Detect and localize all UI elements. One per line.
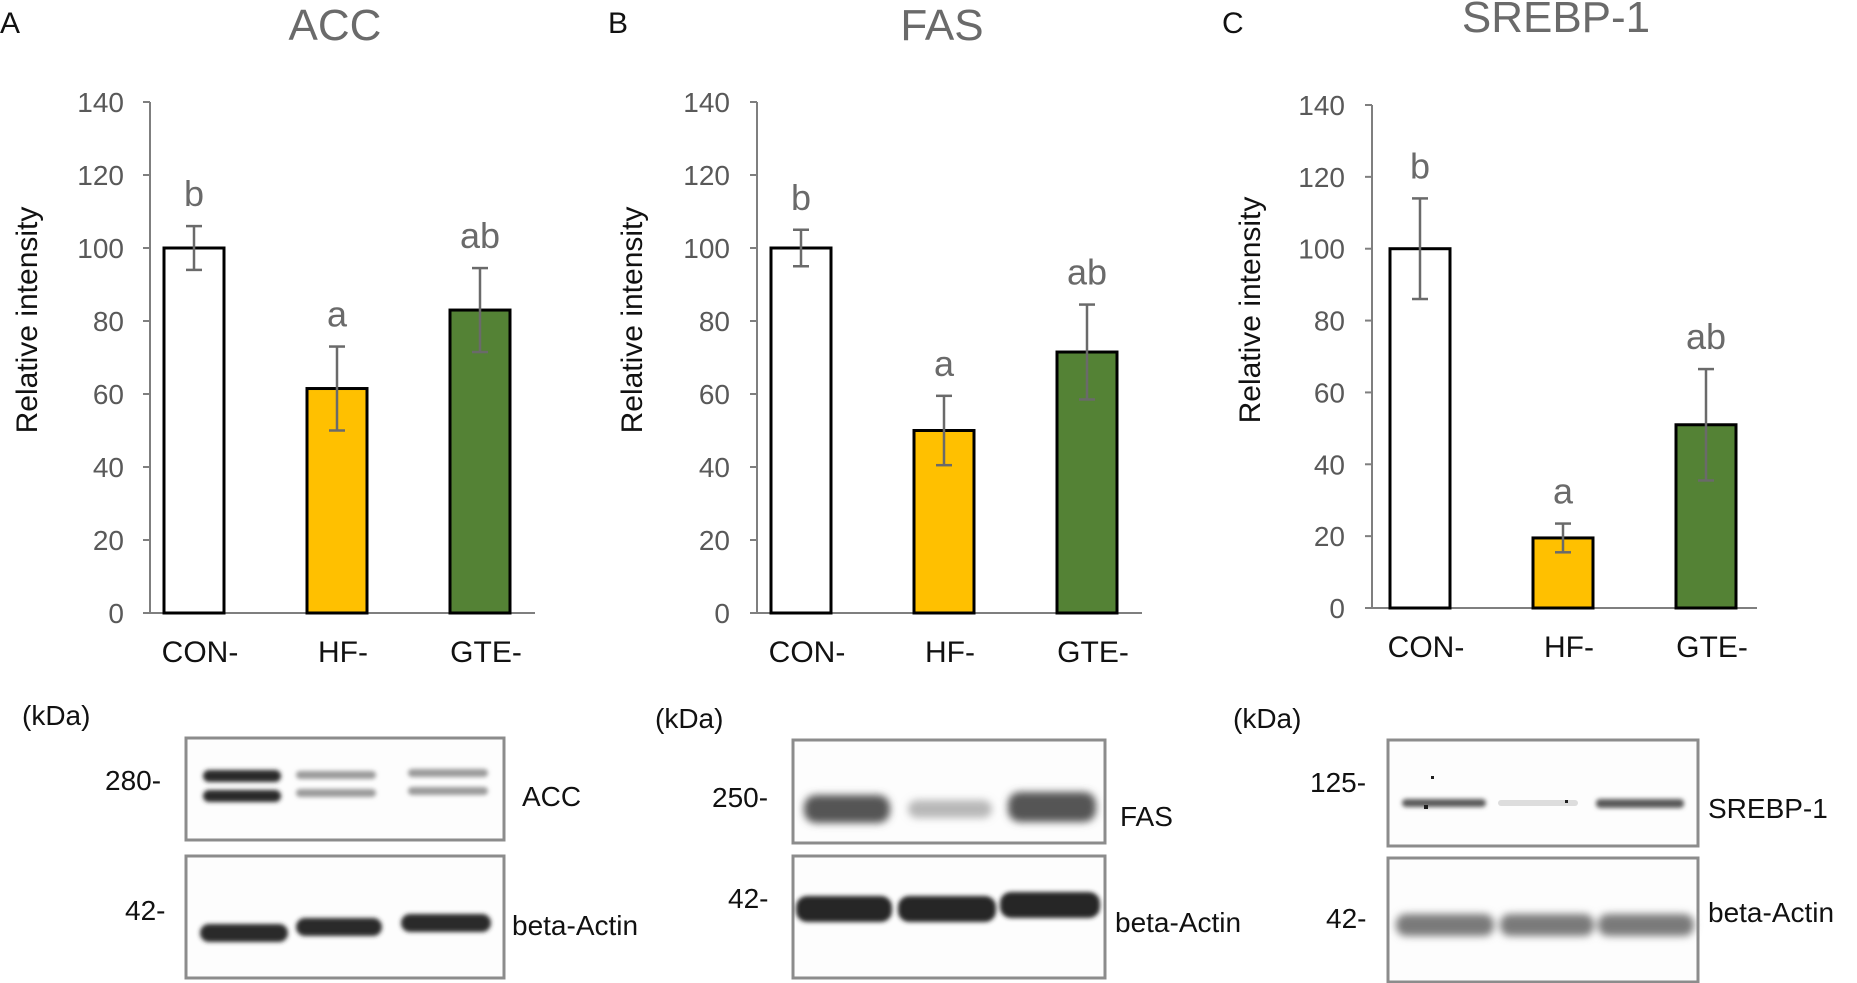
western-blot-srebp-1: (kDa) 125- 42- SREBP-1 beta-Actin [1233, 703, 1834, 983]
chart-title: FAS [900, 1, 983, 50]
y-axis-label: Relative intensity [11, 207, 44, 434]
bar [305, 387, 369, 615]
y-tick-label: 0 [108, 598, 124, 629]
y-axis-label: Relative intensity [1234, 197, 1267, 424]
significance-label: b [1410, 145, 1430, 186]
y-tick-label: 120 [1298, 162, 1345, 193]
panel-c: C SREBP-1 Relative intensity 0 20 40 60 80 100 1… [1222, 0, 1834, 983]
molecular-weight-marker: 42- [1326, 903, 1366, 934]
y-tick-label: 60 [93, 379, 124, 410]
x-tick-label: HF- [318, 636, 368, 669]
y-tick-label: 0 [714, 598, 730, 629]
protein-label: SREBP-1 [1708, 793, 1828, 824]
y-tick-label: 100 [1298, 234, 1345, 265]
kda-unit-label: (kDa) [22, 700, 90, 731]
x-tick-label: GTE- [1057, 636, 1129, 669]
protein-label: FAS [1120, 801, 1173, 832]
y-tick-label: 120 [77, 160, 124, 191]
y-tick-label: 0 [1329, 593, 1345, 624]
blot-image-srebp-1 [1386, 738, 1700, 983]
y-tick-label: 60 [1314, 377, 1345, 408]
significance-label: a [1553, 471, 1574, 512]
protein-label: beta-Actin [512, 910, 638, 941]
significance-label: ab [1067, 252, 1107, 293]
western-blot-acc: (kDa) 280- 42- ACC beta-Actin [22, 700, 638, 980]
kda-unit-label: (kDa) [1233, 703, 1301, 734]
kda-unit-label: (kDa) [655, 703, 723, 734]
x-tick-label: CON- [1388, 631, 1465, 664]
molecular-weight-marker: 42- [728, 883, 768, 914]
significance-label: b [791, 177, 811, 218]
western-blot-fas: (kDa) 250- 42- FAS beta-Actin [655, 703, 1241, 980]
y-tick-label: 140 [77, 87, 124, 118]
y-tick-label: 140 [1298, 90, 1345, 121]
y-tick-label: 20 [93, 525, 124, 556]
chart-title: SREBP-1 [1462, 0, 1650, 42]
x-tick-label: HF- [1544, 631, 1594, 664]
y-tick-label: 80 [93, 306, 124, 337]
y-tick-label: 100 [683, 233, 730, 264]
x-tick-label: CON- [162, 636, 239, 669]
y-tick-label: 20 [699, 525, 730, 556]
x-tick-label: HF- [925, 636, 975, 669]
panel-letter: C [1222, 7, 1244, 40]
significance-label: b [184, 173, 204, 214]
y-tick-label: 140 [683, 87, 730, 118]
bar [448, 308, 512, 615]
x-tick-label: GTE- [1676, 631, 1748, 664]
bar [162, 246, 226, 615]
bar [1388, 247, 1452, 610]
chart-title: ACC [289, 1, 382, 50]
chart-acc: ACC Relative intensity 0 20 40 60 80 100 120 140 b… [11, 1, 535, 669]
panel-b: B FAS Relative intensity 0 20 40 60 80 100 120 14… [608, 1, 1241, 980]
blot-image-fas [791, 738, 1107, 980]
significance-label: ab [1686, 316, 1726, 357]
chart-srebp-1: SREBP-1 Relative intensity 0 20 40 60 80 100 120… [1234, 0, 1757, 664]
y-tick-label: 120 [683, 160, 730, 191]
panel-a: A ACC Relative intensity 0 20 40 60 80 100 120 14… [0, 1, 638, 980]
bar [1674, 423, 1738, 610]
panel-letter: B [608, 7, 628, 40]
molecular-weight-marker: 42- [125, 895, 165, 926]
significance-label: a [934, 343, 955, 384]
chart-fas: FAS Relative intensity 0 20 40 60 80 100 120 140 b… [616, 1, 1142, 669]
blot-image-acc [184, 736, 506, 980]
y-tick-label: 40 [93, 452, 124, 483]
protein-label: ACC [522, 781, 581, 812]
significance-label: ab [460, 215, 500, 256]
y-tick-label: 60 [699, 379, 730, 410]
y-tick-label: 40 [1314, 449, 1345, 480]
x-tick-label: GTE- [450, 636, 522, 669]
molecular-weight-marker: 250- [712, 782, 768, 813]
y-axis-label: Relative intensity [616, 207, 649, 434]
y-tick-label: 20 [1314, 521, 1345, 552]
bar [769, 246, 833, 615]
x-tick-label: CON- [769, 636, 846, 669]
y-tick-label: 80 [699, 306, 730, 337]
significance-label: a [327, 294, 348, 335]
molecular-weight-marker: 125- [1310, 767, 1366, 798]
y-tick-label: 80 [1314, 306, 1345, 337]
panel-letter: A [0, 7, 20, 40]
protein-label: beta-Actin [1115, 907, 1241, 938]
y-tick-label: 100 [77, 233, 124, 264]
molecular-weight-marker: 280- [105, 765, 161, 796]
protein-label: beta-Actin [1708, 897, 1834, 928]
y-tick-label: 40 [699, 452, 730, 483]
